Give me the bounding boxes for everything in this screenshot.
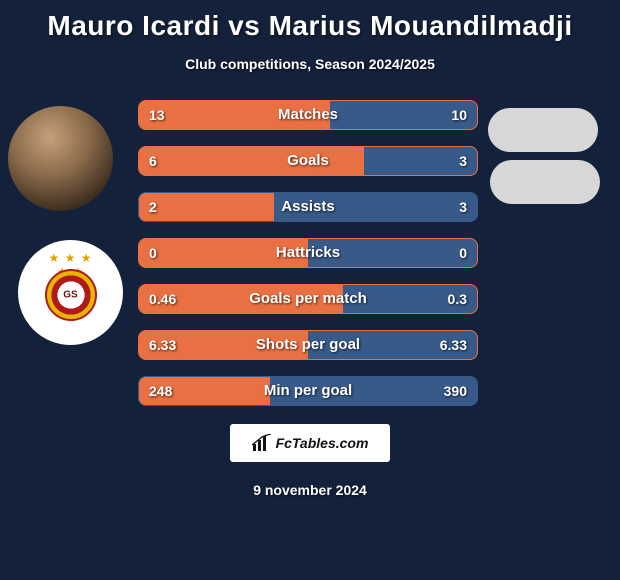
player1-avatar xyxy=(8,106,113,211)
site-badge[interactable]: FcTables.com xyxy=(230,424,390,462)
player1-club-badge: ★ ★ ★ ★ ★ xyxy=(18,240,123,345)
page-title: Mauro Icardi vs Marius Mouandilmadji xyxy=(0,0,620,42)
subtitle: Club competitions, Season 2024/2025 xyxy=(0,56,620,72)
stat-label: Goals xyxy=(139,147,477,175)
site-badge-label: FcTables.com xyxy=(276,435,369,451)
stat-bars: 1310Matches 63Goals 23Assists 00Hattricks 0.… xyxy=(138,100,478,406)
club-crest-icon xyxy=(45,269,97,321)
chart-icon xyxy=(252,434,272,452)
date-line: 9 november 2024 xyxy=(0,482,620,498)
stat-label: Min per goal xyxy=(139,377,477,405)
player2-avatar-placeholder xyxy=(488,108,598,152)
stat-row: 00Hattricks xyxy=(138,238,478,268)
stat-row: 248390Min per goal xyxy=(138,376,478,406)
comparison-panel: ★ ★ ★ ★ ★ 1310Matches 63Goals 23Assists 00H… xyxy=(0,100,620,406)
player2-club-badge-placeholder xyxy=(490,160,600,204)
stat-label: Shots per goal xyxy=(139,331,477,359)
stat-row: 6.336.33Shots per goal xyxy=(138,330,478,360)
stat-row: 1310Matches xyxy=(138,100,478,130)
stat-row: 63Goals xyxy=(138,146,478,176)
stat-label: Hattricks xyxy=(139,239,477,267)
stat-label: Assists xyxy=(139,193,477,221)
stat-label: Goals per match xyxy=(139,285,477,313)
stat-label: Matches xyxy=(139,101,477,129)
stat-row: 0.460.3Goals per match xyxy=(138,284,478,314)
stat-row: 23Assists xyxy=(138,192,478,222)
